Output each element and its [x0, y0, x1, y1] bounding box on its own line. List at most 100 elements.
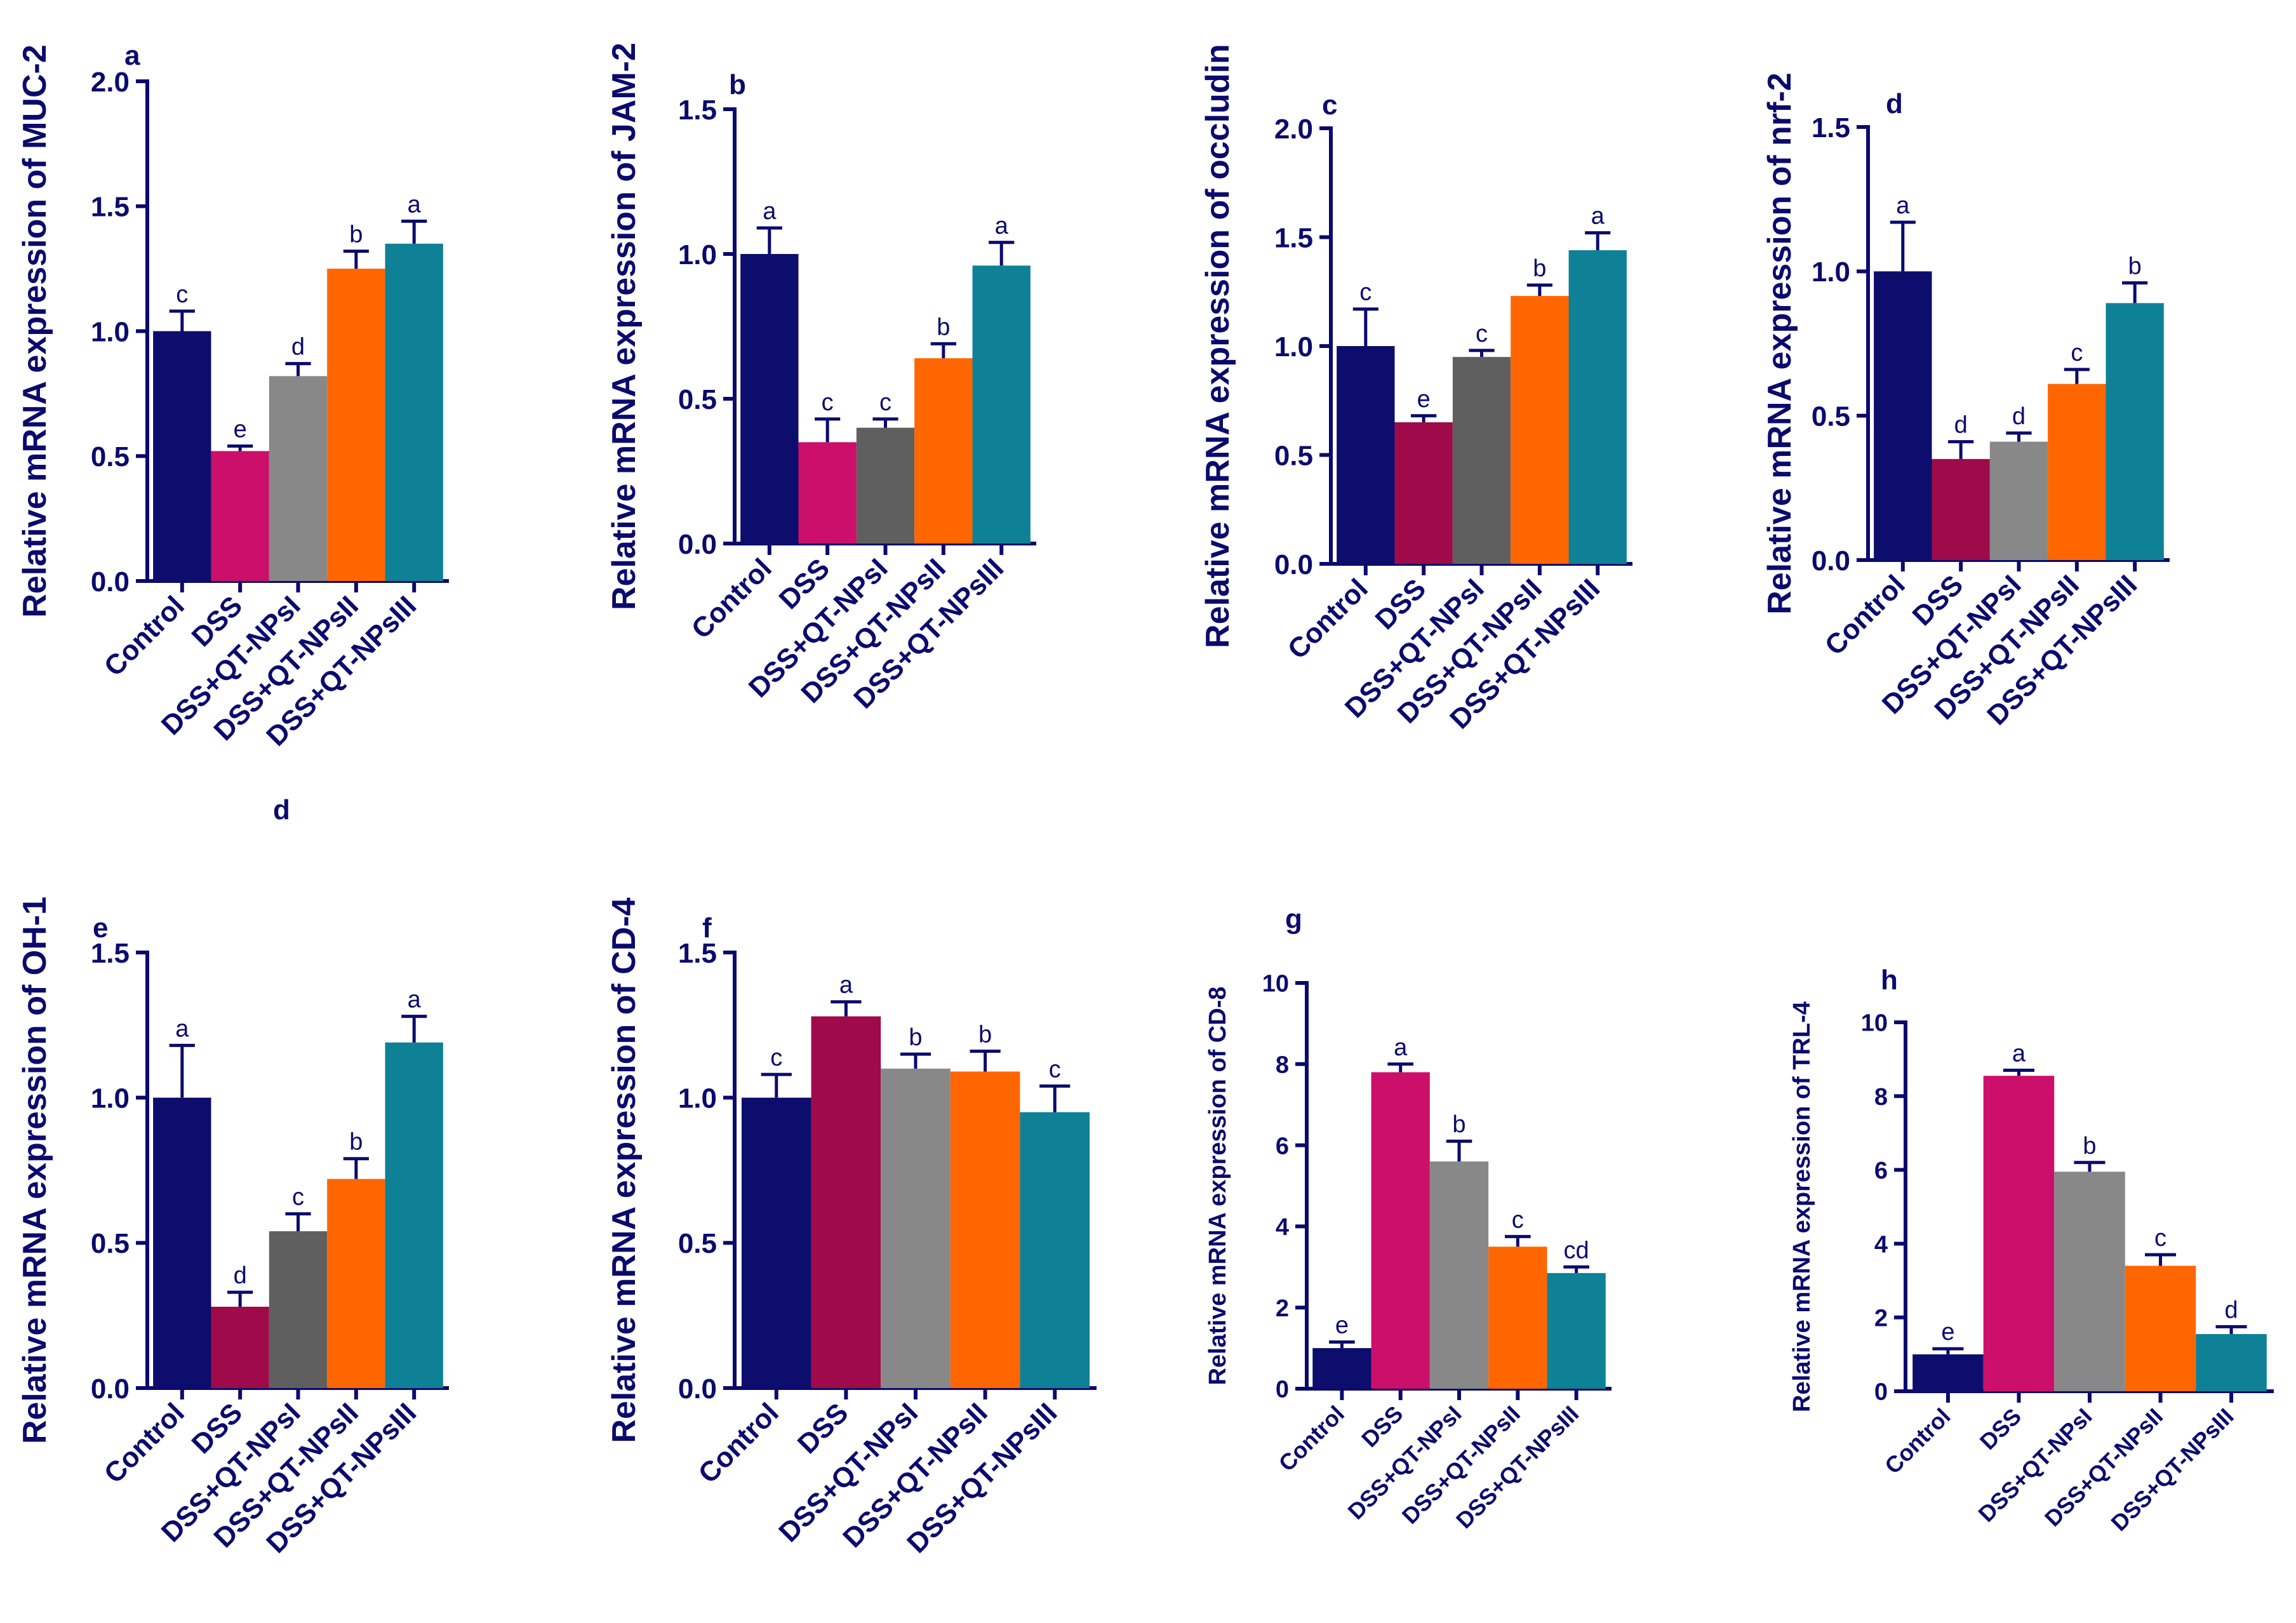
- y-tick-label: 0.5: [678, 1228, 717, 1259]
- bar-dss-qt-npsii: [1488, 1246, 1547, 1389]
- significance-label: b: [349, 1129, 363, 1156]
- y-tick-label: 1.5: [1274, 222, 1313, 253]
- y-tick-label: 8: [1874, 1084, 1888, 1111]
- y-tick-label: 0.0: [1812, 545, 1850, 577]
- y-tick-label: 0.0: [1274, 549, 1313, 580]
- bar-dss-qt-npsi: [856, 427, 915, 544]
- y-tick-label: 8: [1276, 1052, 1289, 1078]
- y-tick-label: 6: [1874, 1158, 1888, 1184]
- significance-label: b: [1452, 1111, 1465, 1138]
- bar-dss-qt-npsi: [1452, 357, 1511, 564]
- significance-label: d: [291, 334, 305, 361]
- bar-dss-qt-npsi: [881, 1068, 951, 1388]
- significance-label: a: [995, 213, 1009, 239]
- bar-control: [741, 1097, 811, 1388]
- chart-panel-c: 0.0 0.5 1.0 1.5 2.0 Relative mRNA expression …: [1199, 44, 1632, 735]
- bar-dss-qt-npsii: [327, 269, 385, 581]
- panel-letter: e: [93, 912, 108, 944]
- y-tick-label: 1.5: [678, 938, 717, 969]
- significance-label: b: [909, 1024, 922, 1051]
- y-tick-label: 0.5: [91, 1228, 130, 1259]
- y-axis-title: Relative mRNA expression of MUC-2: [17, 44, 53, 618]
- significance-label: b: [937, 314, 950, 340]
- significance-label: a: [2012, 1041, 2026, 1067]
- significance-label: a: [839, 972, 853, 999]
- x-category-label: Control: [686, 552, 778, 645]
- y-tick-label: 0.0: [91, 1373, 130, 1405]
- x-category-label: Control: [98, 590, 190, 682]
- significance-label: a: [763, 198, 777, 225]
- significance-label: e: [1941, 1319, 1954, 1346]
- bar-control: [153, 1097, 211, 1388]
- y-tick-label: 0.0: [678, 1373, 717, 1405]
- bar-dss: [1983, 1076, 2055, 1391]
- y-tick-label: 0: [1874, 1379, 1888, 1406]
- significance-label: d: [2225, 1297, 2238, 1323]
- bar-dss-qt-npsii: [2125, 1266, 2196, 1391]
- y-axis-title: Relative mRNA expression of TRL-4: [1789, 1001, 1815, 1412]
- bar-dss-qt-npsii: [2048, 384, 2106, 560]
- x-category-label: DSS+QT-NPsIII: [2106, 1403, 2238, 1536]
- significance-label: c: [1512, 1206, 1524, 1233]
- significance-label: c: [770, 1045, 782, 1071]
- bar-dss: [1394, 422, 1453, 564]
- chart-panel-e: 0.0 0.5 1.0 1.5 Relative mRNA expression of …: [17, 897, 449, 1560]
- bar-control: [153, 331, 211, 581]
- y-axis-title: Relative mRNA expression of occludin: [1199, 44, 1236, 648]
- significance-label: c: [822, 389, 834, 416]
- bar-dss-qt-npsiii: [2106, 303, 2164, 560]
- bar-dss-qt-npsii: [1511, 296, 1569, 564]
- bar-dss: [211, 451, 269, 581]
- x-category-label: Control: [1819, 569, 1911, 661]
- significance-label: a: [1394, 1034, 1408, 1061]
- significance-label: a: [408, 987, 422, 1013]
- bar-control: [740, 254, 799, 544]
- significance-label: c: [176, 281, 188, 308]
- panel-letter: b: [729, 69, 746, 100]
- x-category-label: DSS: [792, 1397, 855, 1460]
- bar-dss-qt-npsi: [1429, 1161, 1489, 1389]
- panel-letter: c: [1322, 90, 1337, 121]
- y-axis-title: Relative mRNA expression of JAM-2: [606, 43, 643, 610]
- significance-label: c: [879, 389, 891, 416]
- significance-label: d: [234, 1262, 247, 1289]
- y-tick-label: 10: [1262, 971, 1289, 998]
- bar-dss-qt-npsi: [269, 376, 328, 581]
- y-tick-label: 2.0: [91, 67, 130, 98]
- bar-control: [1874, 271, 1932, 560]
- y-tick-label: 0: [1276, 1377, 1289, 1403]
- bar-dss-qt-npsiii: [1547, 1272, 1606, 1389]
- bar-dss-qt-npsiii: [972, 265, 1031, 544]
- y-tick-label: 2: [1874, 1305, 1888, 1332]
- significance-label: c: [1049, 1056, 1061, 1083]
- panel-letter: a: [124, 40, 140, 71]
- panel-letter: f: [702, 912, 712, 944]
- panel-letter: g: [1285, 904, 1302, 935]
- significance-label: a: [408, 191, 422, 218]
- y-tick-label: 1.5: [91, 938, 130, 969]
- panel-letter: h: [1881, 965, 1898, 996]
- x-category-label: Control: [1274, 1401, 1349, 1476]
- significance-label: c: [292, 1184, 304, 1211]
- significance-label: a: [1896, 192, 1910, 219]
- extra-label: d: [273, 794, 290, 825]
- bar-dss-qt-npsiii: [2196, 1333, 2267, 1391]
- significance-label: e: [234, 417, 247, 443]
- bar-dss-qt-npsiii: [385, 1042, 443, 1388]
- significance-label: cd: [1564, 1237, 1589, 1264]
- y-tick-label: 0.5: [678, 384, 717, 415]
- bar-control: [1337, 346, 1395, 564]
- chart-panel-d: 0.0 0.5 1.0 1.5 Relative mRNA expression of …: [1761, 72, 2170, 731]
- y-tick-label: 1.0: [91, 1083, 130, 1114]
- y-axis-title: Relative mRNA expression of CD-8: [1205, 987, 1231, 1386]
- y-tick-label: 2: [1276, 1295, 1289, 1322]
- x-category-label: DSS: [1356, 1401, 1408, 1452]
- bar-dss: [811, 1016, 881, 1388]
- chart-panel-b: 0.0 0.5 1.0 1.5 Relative mRNA expression of …: [606, 43, 1036, 715]
- significance-label: e: [1335, 1312, 1349, 1339]
- x-category-label: Control: [1879, 1403, 1955, 1479]
- significance-label: b: [2083, 1133, 2096, 1159]
- y-tick-label: 1.0: [678, 239, 717, 270]
- bar-dss: [1371, 1072, 1430, 1389]
